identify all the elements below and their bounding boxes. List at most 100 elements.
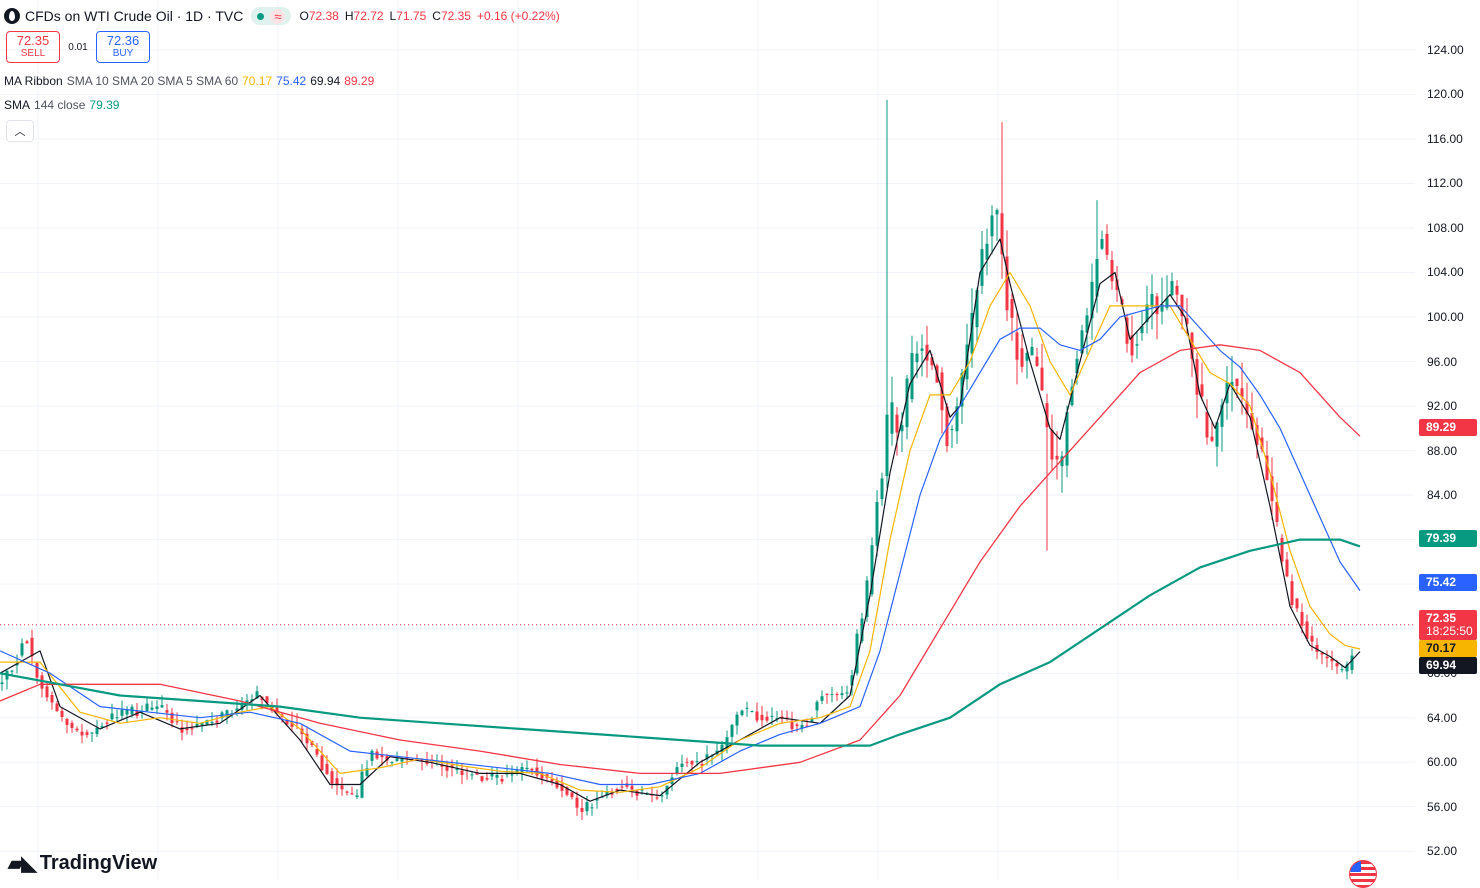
candle-body [180, 727, 184, 733]
candle-body [1145, 304, 1149, 323]
candle-body [20, 643, 24, 656]
candle-body [790, 720, 794, 730]
candle-body [95, 727, 99, 735]
sell-button[interactable]: 72.35 SELL [6, 31, 60, 63]
candle-body [1340, 669, 1344, 671]
candle-body [1060, 456, 1064, 467]
candle-body [1235, 378, 1239, 386]
candle-body [995, 210, 999, 215]
price-tick-label: 108.00 [1427, 220, 1464, 235]
candle-body [25, 641, 29, 644]
symbol-header: CFDs on WTI Crude Oil · 1D · TVC ≈ O72.3… [4, 6, 566, 26]
price-tick-label: 92.00 [1427, 399, 1458, 414]
candle-body [800, 725, 804, 729]
price-tick-label: 64.00 [1427, 710, 1458, 725]
candle-body [1025, 352, 1029, 361]
price-tick-label: 116.00 [1427, 131, 1463, 146]
candle-body [1045, 403, 1049, 428]
ma-ribbon-value-1: 70.17 [242, 74, 273, 88]
candle-body [890, 402, 894, 434]
sma60-badge: 89.29 [1419, 419, 1477, 436]
candle-body [345, 791, 349, 793]
candle-body [65, 718, 69, 725]
candle-body [985, 243, 989, 260]
candle-body [1030, 346, 1034, 356]
ma-ribbon-legend[interactable]: MA Ribbon SMA 10 SMA 20 SMA 5 SMA 60 70.… [4, 74, 374, 88]
candle-body [250, 699, 254, 702]
candle-body [1160, 304, 1164, 312]
candle-body [1150, 293, 1154, 307]
sma144-legend[interactable]: SMA 144 close 79.39 [4, 98, 119, 112]
candle-body [1140, 326, 1144, 334]
candle-body [1035, 356, 1039, 366]
price-tick-label: 124.00 [1427, 42, 1464, 57]
candle-body [620, 786, 624, 788]
candle-body [1255, 424, 1259, 445]
candle-body [10, 670, 14, 672]
candle-body [950, 429, 954, 431]
chart-area[interactable] [0, 0, 1415, 880]
candle-body [1055, 455, 1059, 460]
candle-body [720, 744, 724, 753]
candle-body [80, 731, 84, 736]
candle-body [1285, 559, 1289, 577]
candle-body [680, 763, 684, 767]
ma-line-sma-20 [0, 305, 1361, 786]
candle-body [765, 716, 769, 721]
price-axis[interactable]: 124.00 120.00 116.00 112.00 108.00 104.00 100.… [1415, 0, 1480, 880]
ma-ribbon-name: MA Ribbon [4, 74, 63, 88]
candle-body [1185, 318, 1189, 325]
candle-body [905, 378, 909, 428]
us-flag-icon[interactable] [1349, 860, 1377, 888]
sma5-badge: 69.94 [1419, 657, 1477, 674]
tradingview-logo[interactable]: ▰◣ TradingView [8, 851, 157, 876]
candle-body [1245, 401, 1249, 415]
candle-body [200, 722, 204, 726]
candle-body [760, 714, 764, 721]
candle-body [540, 773, 544, 779]
candle-body [1205, 412, 1209, 438]
candle-body [460, 770, 464, 776]
candle-body [30, 637, 34, 657]
candle-body [605, 791, 609, 796]
candle-body [1250, 413, 1254, 430]
candle-body [440, 764, 444, 767]
symbol-title[interactable]: CFDs on WTI Crude Oil · 1D · TVC [25, 8, 244, 24]
candle-body [590, 807, 594, 809]
candle-body [385, 755, 389, 761]
candle-body [855, 633, 859, 674]
candle-body [500, 778, 504, 782]
candle-body [1040, 367, 1044, 391]
candle-body [1080, 330, 1084, 354]
candle-body [110, 713, 114, 720]
candle-body [840, 693, 844, 696]
candle-body [265, 696, 269, 704]
candle-body [115, 717, 119, 719]
candle-body [370, 750, 374, 761]
candle-body [235, 708, 239, 711]
candle-body [320, 755, 324, 771]
candle-body [630, 785, 634, 790]
candle-body [290, 721, 294, 727]
candle-body [1000, 213, 1004, 255]
candle-body [45, 686, 49, 698]
candle-body [585, 802, 589, 812]
candle-body [845, 692, 849, 694]
candle-body [1020, 348, 1024, 367]
market-status-pill[interactable]: ≈ [251, 7, 292, 25]
buy-button[interactable]: 72.36 BUY [96, 31, 150, 63]
candle-body [1010, 299, 1014, 318]
collapse-legend-button[interactable]: ︿ [6, 120, 34, 142]
candle-body [565, 787, 569, 795]
candle-body [1070, 386, 1074, 406]
candle-body [335, 778, 339, 786]
chart-svg[interactable] [0, 0, 1415, 880]
buy-price: 72.36 [106, 33, 140, 48]
candle-body [870, 545, 874, 595]
candle-body [1165, 298, 1169, 308]
candle-body [735, 714, 739, 726]
candle-body [1065, 412, 1069, 466]
candle-body [470, 774, 474, 776]
candle-body [1275, 501, 1279, 522]
candle-body [1210, 436, 1214, 441]
